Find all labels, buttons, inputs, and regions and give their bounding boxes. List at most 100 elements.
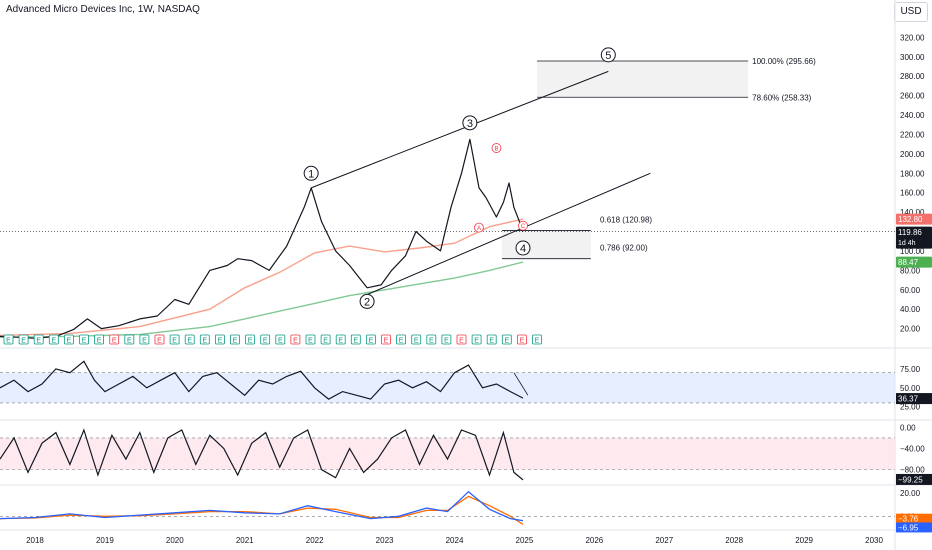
earnings-marker-label: E xyxy=(520,338,525,345)
earnings-marker[interactable] xyxy=(124,334,135,345)
earnings-marker[interactable] xyxy=(139,334,150,345)
time-tick-label: 2021 xyxy=(236,536,254,545)
last-value-label: 119.86 xyxy=(898,228,922,237)
earnings-marker[interactable] xyxy=(350,334,361,345)
earnings-marker-label: E xyxy=(293,338,298,345)
fib-level-label: 0.786 (92.00) xyxy=(600,244,648,253)
fib-zone-lower xyxy=(502,230,591,259)
earnings-marker-label: E xyxy=(142,338,147,345)
earnings-marker[interactable] xyxy=(426,334,437,345)
earnings-marker[interactable] xyxy=(18,334,29,345)
last-value-sublabel: 1d 4h xyxy=(898,240,916,247)
earnings-marker-label: E xyxy=(414,338,419,345)
earnings-marker-label: E xyxy=(97,338,102,345)
earnings-marker[interactable] xyxy=(501,334,512,345)
abc-label: B xyxy=(494,147,498,153)
moving-average-line-0 xyxy=(0,218,524,337)
chart-title: Advanced Micro Devices Inc, 1W, NASDAQ xyxy=(6,4,200,15)
stoch-tick-label: −40.00 xyxy=(900,445,925,454)
earnings-marker[interactable] xyxy=(199,334,210,345)
earnings-marker[interactable] xyxy=(48,334,59,345)
earnings-marker[interactable] xyxy=(471,334,482,345)
time-tick-label: 2023 xyxy=(376,536,394,545)
price-tick-label: 40.00 xyxy=(900,305,921,314)
price-tick-label: 200.00 xyxy=(900,150,925,159)
earnings-marker[interactable] xyxy=(365,334,376,345)
macd-last-badge xyxy=(896,513,932,524)
time-tick-label: 2018 xyxy=(26,536,44,545)
earnings-marker-label: E xyxy=(504,338,509,345)
earnings-marker-label: E xyxy=(6,338,11,345)
earnings-marker[interactable] xyxy=(517,334,527,345)
earnings-marker[interactable] xyxy=(275,334,286,345)
earnings-marker[interactable] xyxy=(230,334,240,345)
earnings-marker[interactable] xyxy=(532,334,542,345)
time-tick-label: 2028 xyxy=(725,536,743,545)
abc-label: C xyxy=(521,224,526,230)
earnings-marker[interactable] xyxy=(381,334,391,345)
earnings-marker[interactable] xyxy=(184,334,195,345)
abc-label-circle xyxy=(518,220,528,231)
last-value-label: 132.80 xyxy=(898,215,923,224)
rsi-last-badge xyxy=(896,393,932,405)
earnings-marker[interactable] xyxy=(214,334,225,345)
price-tick-label: 300.00 xyxy=(900,53,925,62)
stoch-tick-label: 0.00 xyxy=(900,423,916,432)
last-value-badge xyxy=(896,256,932,268)
earnings-marker-label: E xyxy=(187,338,192,345)
stoch-band xyxy=(0,437,895,470)
earnings-marker[interactable] xyxy=(169,334,180,345)
abc-label: A xyxy=(477,226,481,232)
trend-channel-line xyxy=(366,172,651,296)
macd-signal-last-label: −6.95 xyxy=(898,523,919,532)
earnings-marker[interactable] xyxy=(33,334,44,345)
rsi-tick-label: 50.00 xyxy=(900,384,921,393)
price-tick-label: 140.00 xyxy=(900,208,925,217)
price-tick-label: 20.00 xyxy=(900,325,921,334)
rsi-line xyxy=(0,360,524,400)
price-tick-label: 260.00 xyxy=(900,92,925,101)
earnings-marker[interactable] xyxy=(3,334,14,345)
earnings-marker-label: E xyxy=(51,338,56,345)
trend-channel-line xyxy=(310,70,609,189)
earnings-marker[interactable] xyxy=(396,334,407,345)
earnings-marker-label: E xyxy=(429,338,434,345)
earnings-marker[interactable] xyxy=(411,334,422,345)
earnings-marker[interactable] xyxy=(320,334,331,345)
earnings-marker[interactable] xyxy=(441,334,452,345)
macd-last-label: −3.76 xyxy=(898,515,919,524)
earnings-marker-label: E xyxy=(233,338,238,345)
earnings-marker-label: E xyxy=(399,338,404,345)
stoch-tick-label: −80.00 xyxy=(900,466,925,475)
last-value-label: 88.47 xyxy=(898,258,919,267)
time-tick-label: 2020 xyxy=(166,536,184,545)
wave-label-circle xyxy=(600,47,616,63)
earnings-marker[interactable] xyxy=(109,334,120,345)
abc-label-circle xyxy=(474,222,484,233)
earnings-marker-label: E xyxy=(353,338,358,345)
fib-level-label: 0.618 (120.98) xyxy=(600,216,652,225)
earnings-marker-label: E xyxy=(36,338,41,345)
earnings-marker[interactable] xyxy=(456,334,467,345)
price-tick-label: 80.00 xyxy=(900,266,921,275)
earnings-marker-label: E xyxy=(248,338,253,345)
wave-label-circle xyxy=(515,240,531,256)
last-value-badge xyxy=(896,226,932,249)
macd-line xyxy=(0,490,524,522)
earnings-marker[interactable] xyxy=(64,334,74,345)
earnings-marker[interactable] xyxy=(290,334,301,345)
earnings-marker-label: E xyxy=(444,338,449,345)
wave-label-circle xyxy=(462,115,478,131)
earnings-marker[interactable] xyxy=(79,334,89,345)
earnings-marker[interactable] xyxy=(154,334,165,345)
earnings-marker[interactable] xyxy=(94,334,104,345)
earnings-marker[interactable] xyxy=(335,334,346,345)
earnings-marker[interactable] xyxy=(305,334,316,345)
earnings-marker[interactable] xyxy=(260,334,271,345)
wave-label: 4 xyxy=(520,243,526,255)
earnings-marker[interactable] xyxy=(245,334,256,345)
fib-zone-upper xyxy=(537,61,749,98)
earnings-marker-label: E xyxy=(369,338,374,345)
earnings-marker[interactable] xyxy=(486,334,497,345)
